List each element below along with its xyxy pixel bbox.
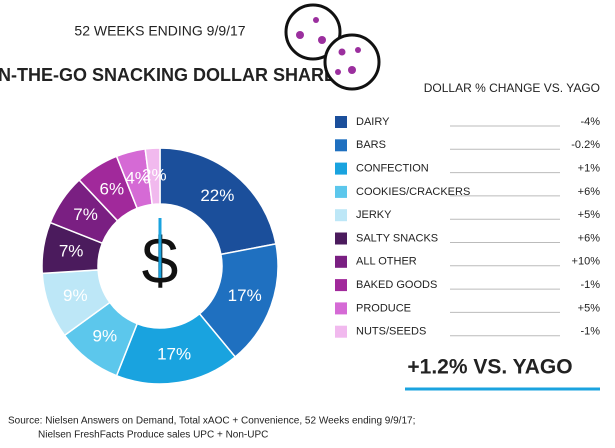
legend-label: ALL OTHER [356, 256, 417, 268]
chart-title: ON-THE-GO SNACKING DOLLAR SHARE [0, 65, 336, 85]
change-value: -0.2% [571, 139, 600, 151]
segment-label: 17% [228, 286, 262, 305]
legend-swatch [335, 162, 347, 175]
change-value: +5% [578, 209, 601, 221]
legend-swatch [335, 279, 347, 292]
legend-swatch [335, 255, 347, 268]
segment-label: 17% [157, 344, 191, 363]
change-value: -1% [580, 326, 600, 338]
segment-label: 2% [142, 166, 167, 185]
change-value: -4% [580, 116, 600, 128]
legend-swatch [335, 325, 347, 338]
donut-segment [144, 147, 161, 206]
legend-label: BAKED GOODS [356, 279, 437, 291]
segment-label: 9% [63, 286, 88, 305]
change-value: +1% [578, 163, 601, 175]
segment-label: 22% [200, 186, 234, 205]
legend-swatch [335, 302, 347, 315]
segment-label: 6% [99, 179, 124, 198]
segment-label: 7% [59, 241, 84, 260]
source-line: Nielsen FreshFacts Produce sales UPC + N… [38, 430, 268, 441]
legend-label: JERKY [356, 209, 392, 221]
legend-label: BARS [356, 139, 386, 151]
legend-label: PRODUCE [356, 302, 411, 314]
legend-label: CONFECTION [356, 163, 429, 175]
legend-label: COOKIES/CRACKERS [356, 186, 470, 198]
legend-label: DAIRY [356, 116, 390, 128]
legend-swatch [335, 209, 347, 222]
source-line: Source: Nielsen Answers on Demand, Total… [8, 416, 415, 427]
change-value: +10% [572, 256, 601, 268]
change-value: +6% [578, 186, 601, 198]
segment-label: 7% [73, 205, 98, 224]
change-value: -1% [580, 279, 600, 291]
legend-swatch [335, 139, 347, 152]
change-value: +5% [578, 302, 601, 314]
legend-label: SALTY SNACKS [356, 232, 438, 244]
total-change: +1.2% VS. YAGO [407, 356, 572, 379]
legend-label: NUTS/SEEDS [356, 326, 426, 338]
subtitle: 52 WEEKS ENDING 9/9/17 [74, 23, 245, 39]
cookie-icon [284, 3, 381, 91]
legend-swatch [335, 185, 347, 198]
segment-label: 4% [125, 168, 150, 187]
change-header: DOLLAR % CHANGE VS. YAGO [424, 81, 600, 95]
segment-label: 9% [93, 327, 118, 346]
change-value: +6% [578, 232, 601, 244]
legend-swatch [335, 116, 347, 128]
legend-swatch [335, 232, 347, 245]
donut-segment [159, 147, 277, 256]
